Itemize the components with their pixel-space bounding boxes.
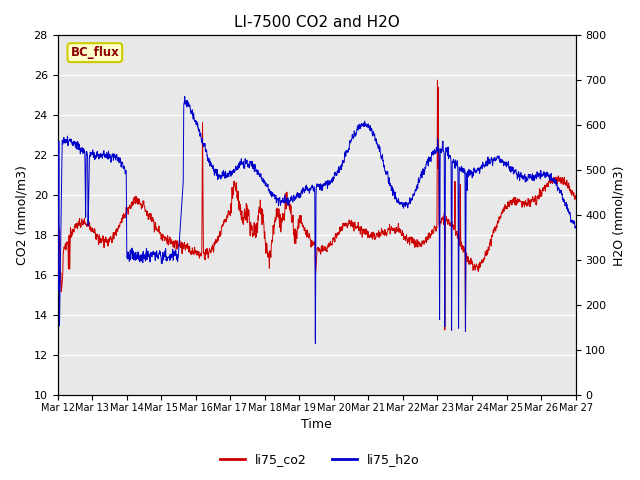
Text: BC_flux: BC_flux <box>70 46 119 59</box>
Title: LI-7500 CO2 and H2O: LI-7500 CO2 and H2O <box>234 15 399 30</box>
Y-axis label: CO2 (mmol/m3): CO2 (mmol/m3) <box>15 165 28 265</box>
Legend: li75_co2, li75_h2o: li75_co2, li75_h2o <box>215 448 425 471</box>
Y-axis label: H2O (mmol/m3): H2O (mmol/m3) <box>612 165 625 265</box>
X-axis label: Time: Time <box>301 419 332 432</box>
